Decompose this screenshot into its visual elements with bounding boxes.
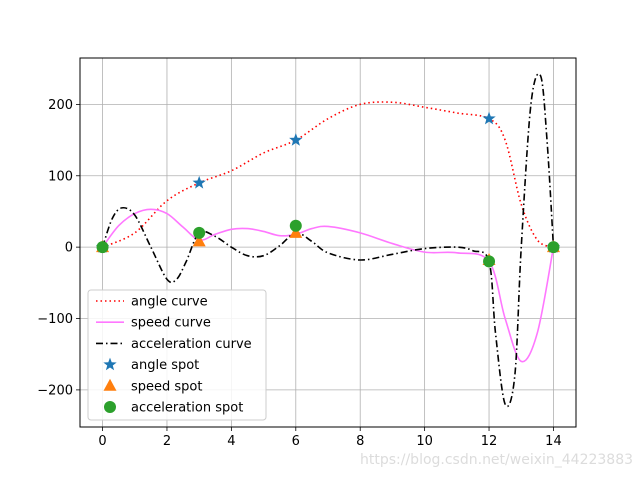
legend-box <box>87 289 267 421</box>
y-tick-label: −200 <box>37 383 73 398</box>
acceleration-spot-point <box>289 219 302 232</box>
legend-label-angle-curve: angle curve <box>131 295 208 310</box>
legend-label-speed-spot: speed spot <box>131 379 202 394</box>
x-tick-label: 0 <box>98 434 106 449</box>
angle-curve-line <box>102 101 554 248</box>
y-tick-label: 200 <box>48 98 73 113</box>
x-tick-label: 4 <box>227 434 235 449</box>
acceleration-spot-point <box>483 255 496 268</box>
watermark: https://blog.csdn.net/weixin_44223883 <box>360 452 634 468</box>
acceleration-spot-point <box>193 226 206 239</box>
legend-label-acceleration-curve: acceleration curve <box>131 337 252 352</box>
x-tick-label: 12 <box>481 434 498 449</box>
legend-swatch-acceleration-spot <box>104 401 116 413</box>
acceleration-spot-point <box>547 241 560 254</box>
legend-label-angle-spot: angle spot <box>131 358 199 373</box>
legend: angle curve speed curve acceleration curve… <box>87 289 267 421</box>
acceleration-curve-line <box>101 72 555 408</box>
angle-spot-point <box>482 111 496 125</box>
x-tick-label: 8 <box>356 434 364 449</box>
legend-label-acceleration-spot: acceleration spot <box>131 401 243 416</box>
x-tick-label: 14 <box>545 434 562 449</box>
angle-spot-point <box>289 133 303 146</box>
y-tick-label: 100 <box>48 169 73 184</box>
legend-swatch-angle-spot <box>103 357 117 371</box>
acceleration-spot-point <box>96 241 109 254</box>
y-tick-label: −100 <box>37 312 73 327</box>
angle-spot-point <box>192 175 206 189</box>
plot-frame <box>79 57 577 428</box>
x-tick-label: 10 <box>416 434 433 449</box>
speed-spot-point <box>192 234 206 247</box>
y-tick-label: 0 <box>65 241 73 256</box>
speed-spot-point <box>289 225 303 238</box>
axis-ticks: 0 2 4 6 8 10 12 14 −200 −100 0 100 200 <box>37 98 561 449</box>
legend-swatch-speed-spot <box>103 378 117 391</box>
series-layer <box>95 72 561 408</box>
legend-label-speed-curve: speed curve <box>131 316 211 331</box>
x-tick-label: 6 <box>292 434 300 449</box>
x-tick-label: 2 <box>163 434 171 449</box>
